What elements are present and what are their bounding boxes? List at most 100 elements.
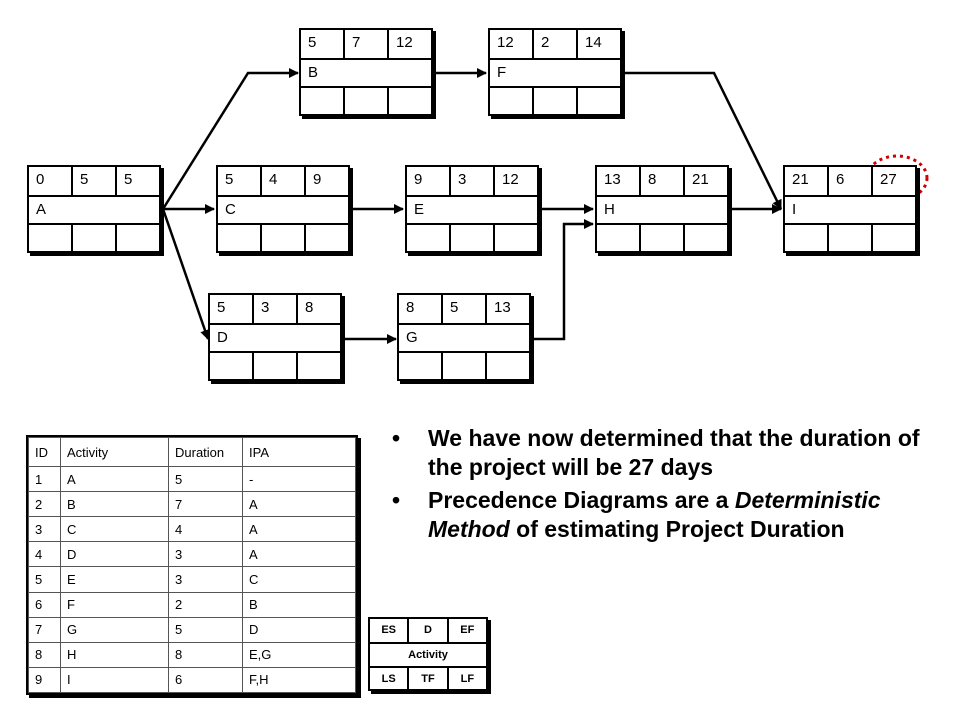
table-header-row: ID Activity Duration IPA bbox=[29, 438, 356, 467]
node-f-duration: 2 bbox=[534, 30, 578, 58]
node-d: 5 3 8 D bbox=[208, 293, 342, 381]
cell-activity: D bbox=[61, 542, 169, 567]
cell-activity: H bbox=[61, 642, 169, 667]
bullet-method: • Precedence Diagrams are a Deterministi… bbox=[392, 486, 932, 544]
header-activity: Activity bbox=[61, 438, 169, 467]
summary-bullets: • We have now determined that the durati… bbox=[392, 424, 932, 548]
cell-duration: 4 bbox=[169, 517, 243, 542]
node-h-es: 13 bbox=[597, 167, 641, 195]
node-d-activity: D bbox=[210, 325, 228, 351]
legend-d: D bbox=[409, 619, 448, 642]
cell-duration: 8 bbox=[169, 642, 243, 667]
cell-activity: A bbox=[61, 467, 169, 492]
node-d-ef: 8 bbox=[298, 295, 340, 323]
header-ipa: IPA bbox=[243, 438, 356, 467]
node-a-duration: 5 bbox=[73, 167, 117, 195]
node-c-tf bbox=[262, 225, 306, 251]
bullet-dot-icon: • bbox=[392, 424, 400, 453]
node-h-lf bbox=[685, 225, 727, 251]
cell-ipa: C bbox=[243, 567, 356, 592]
cell-duration: 3 bbox=[169, 542, 243, 567]
cell-id: 2 bbox=[29, 492, 61, 517]
cell-duration: 7 bbox=[169, 492, 243, 517]
node-h: 13 8 21 H bbox=[595, 165, 729, 253]
node-i-duration: 6 bbox=[829, 167, 873, 195]
node-d-es: 5 bbox=[210, 295, 254, 323]
node-i-ef: 27 bbox=[873, 167, 915, 195]
node-e-es: 9 bbox=[407, 167, 451, 195]
node-c-ef: 9 bbox=[306, 167, 348, 195]
node-b-lf bbox=[389, 88, 431, 114]
node-f-activity: F bbox=[490, 60, 506, 86]
node-e-tf bbox=[451, 225, 495, 251]
node-h-ef: 21 bbox=[685, 167, 727, 195]
node-a-lf bbox=[117, 225, 159, 251]
legend-lf: LF bbox=[449, 668, 486, 689]
node-a-activity: A bbox=[29, 197, 46, 223]
node-c-duration: 4 bbox=[262, 167, 306, 195]
bullet-duration-text: We have now determined that the duration… bbox=[428, 425, 920, 480]
node-e: 9 3 12 E bbox=[405, 165, 539, 253]
node-i-es: 21 bbox=[785, 167, 829, 195]
node-f-es: 12 bbox=[490, 30, 534, 58]
bullet-method-post: of estimating Project Duration bbox=[510, 516, 845, 542]
bullet-dot-icon: • bbox=[392, 486, 400, 515]
bullet-duration: • We have now determined that the durati… bbox=[392, 424, 932, 482]
node-a-es: 0 bbox=[29, 167, 73, 195]
node-b-duration: 7 bbox=[345, 30, 389, 58]
bullet-method-pre: Precedence Diagrams are a bbox=[428, 487, 735, 513]
node-a-ef: 5 bbox=[117, 167, 159, 195]
node-f-ls bbox=[490, 88, 534, 114]
cell-ipa: E,G bbox=[243, 642, 356, 667]
node-b: 5 7 12 B bbox=[299, 28, 433, 116]
node-b-tf bbox=[345, 88, 389, 114]
legend-ef: EF bbox=[449, 619, 486, 642]
node-h-ls bbox=[597, 225, 641, 251]
node-i: 21 6 27 I bbox=[783, 165, 917, 253]
node-a-ls bbox=[29, 225, 73, 251]
node-e-lf bbox=[495, 225, 537, 251]
cell-ipa: D bbox=[243, 617, 356, 642]
node-c-es: 5 bbox=[218, 167, 262, 195]
node-b-ef: 12 bbox=[389, 30, 431, 58]
node-f: 12 2 14 F bbox=[488, 28, 622, 116]
node-f-tf bbox=[534, 88, 578, 114]
node-a: 0 5 5 A bbox=[27, 165, 161, 253]
node-d-tf bbox=[254, 353, 298, 379]
node-a-tf bbox=[73, 225, 117, 251]
node-i-activity: I bbox=[785, 197, 796, 223]
node-g: 8 5 13 G bbox=[397, 293, 531, 381]
node-f-lf bbox=[578, 88, 620, 114]
node-c-lf bbox=[306, 225, 348, 251]
node-g-es: 8 bbox=[399, 295, 443, 323]
cell-id: 7 bbox=[29, 617, 61, 642]
cell-id: 5 bbox=[29, 567, 61, 592]
cell-duration: 5 bbox=[169, 617, 243, 642]
cell-activity: C bbox=[61, 517, 169, 542]
node-d-ls bbox=[210, 353, 254, 379]
node-b-es: 5 bbox=[301, 30, 345, 58]
node-g-duration: 5 bbox=[443, 295, 487, 323]
cell-id: 6 bbox=[29, 592, 61, 617]
cell-duration: 3 bbox=[169, 567, 243, 592]
header-id: ID bbox=[29, 438, 61, 467]
node-h-activity: H bbox=[597, 197, 615, 223]
legend-activity: Activity bbox=[370, 644, 486, 666]
arrow-a-d bbox=[163, 209, 208, 339]
cell-ipa: A bbox=[243, 492, 356, 517]
cell-activity: E bbox=[61, 567, 169, 592]
cell-id: 4 bbox=[29, 542, 61, 567]
node-c: 5 4 9 C bbox=[216, 165, 350, 253]
node-g-activity: G bbox=[399, 325, 418, 351]
cell-activity: G bbox=[61, 617, 169, 642]
arrow-g-h bbox=[534, 224, 593, 339]
node-d-duration: 3 bbox=[254, 295, 298, 323]
legend-ls: LS bbox=[370, 668, 409, 689]
node-g-ef: 13 bbox=[487, 295, 529, 323]
